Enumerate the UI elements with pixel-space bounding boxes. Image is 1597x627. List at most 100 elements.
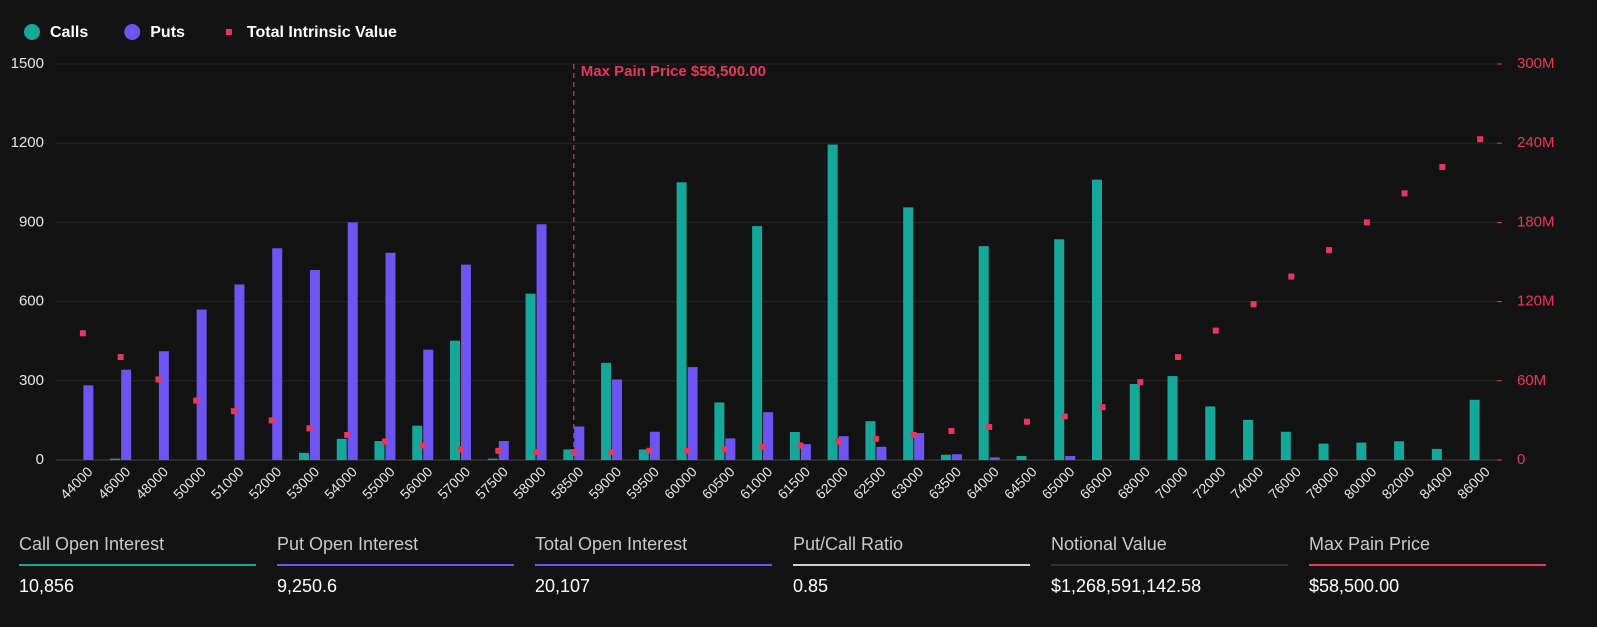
bar [423, 349, 434, 460]
bar [1280, 431, 1291, 460]
bar [1091, 179, 1102, 460]
x-tick-label: 62500 [850, 463, 889, 502]
stat-value: 0.85 [793, 576, 829, 596]
point [872, 435, 879, 442]
y-tick-label: 300 [19, 372, 44, 389]
x-tick-label: 60500 [699, 463, 738, 502]
legend-swatch [24, 24, 40, 40]
bar [234, 284, 245, 460]
point [646, 447, 653, 454]
bar [800, 444, 811, 460]
bar [450, 340, 461, 460]
x-tick-label: 48000 [132, 463, 171, 502]
y2-tick-label: 300M [1517, 55, 1555, 72]
point [230, 408, 237, 415]
bar [978, 246, 989, 460]
y-tick-label: 1200 [11, 134, 44, 151]
x-tick-label: 62000 [812, 463, 851, 502]
stat-underline [535, 564, 772, 566]
bar [1205, 406, 1216, 460]
bar [1394, 441, 1405, 460]
point [79, 330, 86, 337]
bar [940, 454, 951, 460]
stat: Notional Value $1,268,591,142.58 [1051, 528, 1288, 597]
bar [110, 458, 121, 460]
bar [374, 440, 385, 460]
y-tick-label: 600 [19, 293, 44, 310]
x-tick-label: 56000 [397, 463, 436, 502]
stat-value: 20,107 [535, 576, 591, 596]
stat-label: Total Open Interest [535, 534, 688, 554]
stat-underline [1309, 564, 1546, 566]
bar [412, 425, 423, 460]
stat: Max Pain Price $58,500.00 [1309, 528, 1546, 597]
x-tick-label: 54000 [321, 463, 360, 502]
point [155, 376, 162, 383]
x-tick-label: 57500 [472, 463, 511, 502]
bar [536, 224, 547, 460]
bar [838, 436, 849, 460]
bar [725, 438, 736, 460]
chart: 0 300 600 900 1200 1500 0 60M 120M 180M 240M 300M 44… [11, 24, 1555, 502]
bar [1243, 419, 1254, 460]
bar [563, 449, 574, 460]
x-tick-label: 46000 [95, 463, 134, 502]
x-tick-label: 63500 [925, 463, 964, 502]
legend-item: Puts [124, 24, 185, 41]
bar [83, 385, 94, 460]
x-tick-label: 60000 [661, 463, 700, 502]
point [684, 447, 691, 454]
point [1175, 354, 1182, 361]
legend-item: Calls [24, 24, 88, 41]
point [1023, 418, 1030, 425]
point [608, 449, 615, 456]
bar [1167, 376, 1178, 460]
x-tick-label: 86000 [1454, 463, 1493, 502]
point [1137, 379, 1144, 386]
x-tick-label: 57000 [434, 463, 473, 502]
bar [196, 309, 207, 460]
x-tick-label: 82000 [1378, 463, 1417, 502]
stat: Put/Call Ratio 0.85 [793, 528, 1030, 597]
legend-label: Puts [150, 24, 185, 41]
y-tick-label: 1500 [11, 55, 44, 72]
bar [1469, 399, 1480, 460]
bar [789, 432, 800, 460]
point [381, 438, 388, 445]
bar [1065, 456, 1076, 460]
bar [347, 222, 358, 460]
bar [989, 457, 1000, 460]
legend-swatch [225, 29, 232, 35]
point [1061, 413, 1068, 420]
bar [1356, 442, 1367, 460]
bar [121, 369, 132, 460]
stat-value: $1,268,591,142.58 [1051, 576, 1202, 596]
x-tick-label: 84000 [1416, 463, 1455, 502]
bar [649, 431, 660, 460]
bar [827, 144, 838, 460]
bar [601, 362, 612, 460]
x-tick-label: 50000 [170, 463, 209, 502]
bar [752, 226, 763, 460]
bar [865, 421, 876, 460]
x-tick-label: 76000 [1265, 463, 1304, 502]
stat: Total Open Interest 20,107 [535, 528, 772, 597]
stat-value: $58,500.00 [1309, 576, 1400, 596]
x-tick-label: 59500 [623, 463, 662, 502]
legend-label: Calls [50, 24, 88, 41]
x-tick-label: 78000 [1303, 463, 1342, 502]
stat-label: Max Pain Price [1309, 534, 1431, 554]
x-tick-label: 52000 [246, 463, 285, 502]
bar [309, 269, 320, 460]
stats-row: Call Open Interest 10,856 Put Open Interes… [19, 528, 1579, 608]
stat-label: Put/Call Ratio [793, 534, 904, 554]
x-tick-label: 64500 [1001, 463, 1040, 502]
point [835, 438, 842, 445]
stat-underline [1051, 564, 1288, 566]
bar [158, 351, 169, 460]
bar [903, 207, 914, 460]
point [570, 449, 577, 456]
stat-underline [793, 564, 1030, 566]
bar [687, 367, 698, 460]
bar [876, 446, 887, 460]
